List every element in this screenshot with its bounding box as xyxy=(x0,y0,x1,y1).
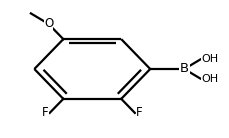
Text: B: B xyxy=(179,63,188,75)
Text: O: O xyxy=(44,17,53,30)
Text: OH: OH xyxy=(201,54,218,64)
Text: F: F xyxy=(135,106,142,119)
Text: F: F xyxy=(42,106,48,119)
Text: OH: OH xyxy=(201,74,218,84)
